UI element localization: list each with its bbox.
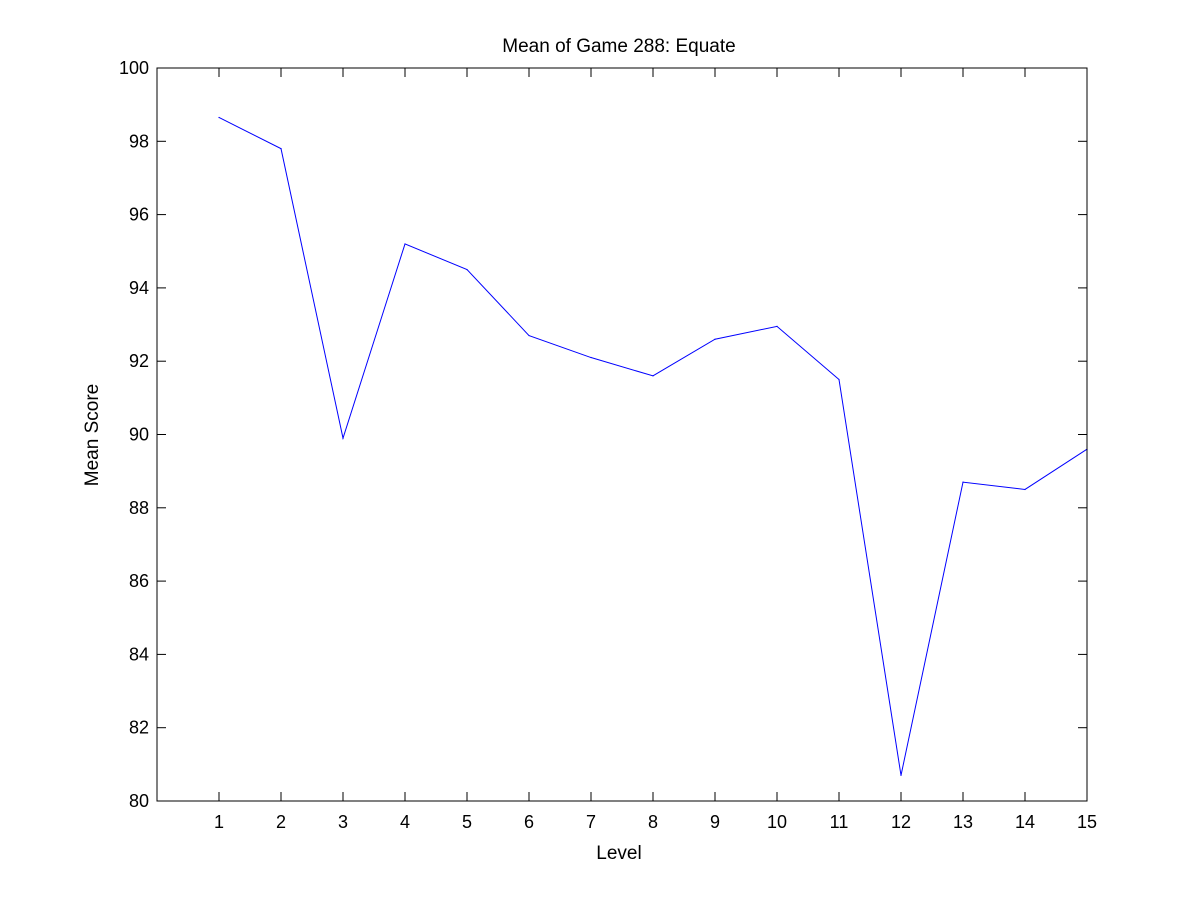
data-point — [404, 243, 406, 245]
x-tick-label: 7 — [586, 812, 596, 832]
y-tick-label: 82 — [129, 718, 149, 738]
x-tick-label: 10 — [767, 812, 787, 832]
data-point — [466, 268, 468, 271]
x-tick-label: 9 — [710, 812, 720, 832]
y-tick-label: 94 — [129, 278, 149, 298]
data-point — [342, 437, 344, 439]
x-tick-label: 14 — [1015, 812, 1035, 832]
x-tick-label: 13 — [953, 812, 973, 832]
x-tick-label: 8 — [648, 812, 658, 832]
x-tick-label: 6 — [524, 812, 534, 832]
x-tick-label: 1 — [214, 812, 224, 832]
plot-background — [157, 68, 1087, 801]
y-tick-label: 84 — [129, 644, 149, 664]
data-point — [900, 774, 902, 776]
y-tick-label: 86 — [129, 571, 149, 591]
y-tick-label: 98 — [129, 131, 149, 151]
data-point — [776, 325, 778, 327]
data-point — [714, 338, 716, 340]
data-point — [528, 334, 530, 337]
data-point — [652, 375, 654, 377]
y-tick-label: 96 — [129, 205, 149, 225]
axes-frame — [156, 67, 1088, 802]
data-point — [590, 356, 592, 359]
data-point — [962, 481, 964, 483]
data-point — [218, 116, 220, 119]
x-tick-label: 4 — [400, 812, 410, 832]
data-point — [280, 148, 282, 150]
x-tick-label: 11 — [830, 812, 849, 832]
x-tick-label: 12 — [891, 812, 911, 832]
x-tick-label: 5 — [462, 812, 472, 832]
x-tick-label: 3 — [338, 812, 348, 832]
y-tick-label: 80 — [129, 791, 149, 811]
x-axis-label: Level — [596, 843, 641, 864]
y-tick-label: 100 — [119, 58, 149, 78]
y-tick-label: 90 — [129, 425, 149, 445]
chart-title: Mean of Game 288: Equate — [502, 36, 735, 57]
y-tick-label: 92 — [129, 351, 149, 371]
x-tick-label: 2 — [276, 812, 286, 832]
y-axis-label: Mean Score — [82, 384, 103, 486]
data-point — [838, 378, 840, 381]
y-tick-label: 88 — [129, 498, 149, 518]
x-tick-label: 15 — [1077, 812, 1097, 832]
data-point — [1024, 488, 1026, 491]
plot-area: 1 2 3 4 5 6 7 8 9 10 11 12 13 14 158082848688909294969… — [119, 58, 1097, 832]
